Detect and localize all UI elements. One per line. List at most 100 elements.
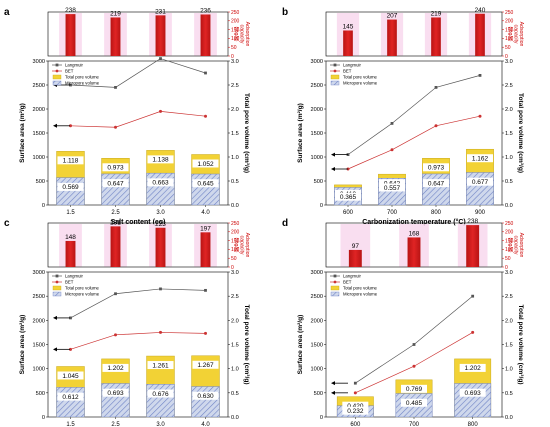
micropore-bar [454, 383, 492, 418]
right-tick-label: 0.5 [505, 391, 513, 397]
adsorption-tick-label: 150 [231, 27, 240, 33]
total-pore-value-label: 1.261 [152, 362, 169, 369]
left-tick-label: 2000 [311, 107, 323, 113]
adsorption-bar [343, 30, 353, 56]
micropore-label-bg [467, 177, 493, 186]
adsorption-axis-label: Adsorptioncapacity(mg/g) [507, 233, 524, 258]
micropore-value-label: 0.485 [406, 400, 423, 407]
total-pore-value-label: 1.267 [197, 362, 214, 369]
right-tick-label: 1.5 [231, 343, 239, 349]
left-axis-label: Surface area (m²/g) [297, 103, 304, 163]
right-axis-label: Total pore volume (cm³/g) [517, 304, 524, 384]
total-pore-label-bg [423, 163, 449, 172]
adsorption-tick-label: 200 [505, 230, 514, 236]
right-tick-label: 2.5 [505, 294, 513, 300]
adsorption-bar [348, 249, 362, 267]
x-tick-label: 3.0 [156, 422, 165, 427]
right-tick-label: 1.0 [231, 155, 239, 161]
micropore-bar [146, 384, 175, 418]
adsorption-bar [407, 237, 421, 267]
adsorption-value-label: 97 [352, 243, 360, 250]
adsorption-tick-label: 250 [505, 10, 514, 16]
adsorption-value-label: 231 [110, 219, 121, 226]
total-pore-value-label: 0.973 [107, 165, 124, 172]
bet-point [114, 333, 117, 337]
total-pore-label-bg [379, 179, 405, 188]
bet-point [69, 347, 72, 351]
total-pore-value-label: 1.052 [197, 161, 214, 168]
micropore-value-label: 0.232 [347, 408, 364, 415]
legend-langmuir-label: Langmuir [343, 274, 361, 279]
x-axis-label: Salt content (eq) [111, 219, 166, 226]
left-tick-label: 1000 [33, 155, 45, 161]
total-pore-label-bg [147, 155, 174, 164]
legend-micropore-swatch [52, 291, 62, 297]
left-tick-label: 0 [42, 415, 45, 421]
legend-bet-label: BET [343, 69, 352, 74]
adsorption-bar [155, 227, 166, 267]
bet-point [478, 114, 482, 118]
x-tick-label: 700 [409, 422, 420, 427]
legend-bet-label: BET [343, 280, 352, 285]
left-tick-label: 2500 [311, 294, 323, 300]
bet-point [114, 125, 117, 129]
x-tick-label: 700 [387, 210, 398, 216]
right-axis-label: Total pore volume (cm³/g) [243, 304, 250, 384]
right-tick-label: 3.0 [505, 270, 513, 276]
left-axis-arrow-head [331, 390, 335, 395]
legend-micropore-label: Micropore volume [65, 292, 100, 297]
micropore-bar [56, 387, 85, 418]
x-tick-label: 900 [475, 210, 486, 216]
bet-point [159, 330, 162, 334]
micropore-label-bg [57, 182, 84, 191]
legend-total-pore-label: Total pore volume [343, 286, 378, 291]
left-tick-label: 0 [320, 203, 323, 209]
left-axis-label: Surface area (m²/g) [297, 315, 304, 375]
micropore-label-bg [335, 192, 361, 201]
micropore-value-label: 0.693 [107, 390, 124, 397]
adsorption-bar [475, 13, 485, 56]
micropore-value-label: 0.647 [107, 180, 124, 187]
total-pore-label-bg [57, 156, 84, 165]
x-tick-label: 4.0 [201, 422, 210, 427]
left-axis-label: Surface area (m²/g) [19, 103, 26, 163]
total-pore-label-bg [192, 159, 219, 168]
right-tick-label: 1.5 [505, 131, 513, 137]
left-axis-arrow-head [53, 347, 57, 352]
total-pore-label-bg [342, 401, 369, 410]
micropore-value-label: 0.647 [428, 180, 445, 187]
adsorption-tick-label: 200 [231, 19, 240, 25]
total-pore-value-label: 0.769 [406, 386, 423, 393]
panel-label: b [282, 7, 288, 18]
legend-total-pore-label: Total pore volume [343, 75, 378, 80]
adsorption-tick-label: 200 [505, 19, 514, 25]
langmuir-point [204, 71, 207, 75]
adsorption-value-label: 238 [65, 7, 76, 14]
right-tick-label: 2.0 [231, 318, 239, 324]
adsorption-tick-label: 0 [505, 54, 508, 60]
x-tick-label: 800 [431, 210, 442, 216]
legend-micropore-swatch [52, 80, 62, 86]
legend-langmuir-marker [333, 63, 337, 67]
micropore-value-label: 0.365 [340, 194, 357, 201]
legend-langmuir-label: Langmuir [343, 63, 361, 68]
legend-total-pore-swatch [330, 74, 340, 80]
adsorption-frame [325, 11, 503, 57]
adsorption-value-label: 207 [387, 13, 398, 20]
left-tick-label: 1000 [33, 367, 45, 373]
adsorption-bar [65, 240, 76, 267]
adsorption-tick-label: 100 [505, 247, 514, 253]
bet-point [412, 364, 416, 368]
legend-total-pore-label: Total pore volume [65, 75, 100, 80]
adsorption-tick-label: 100 [231, 36, 240, 42]
adsorption-tick-label: 250 [231, 221, 240, 227]
adsorption-bar [200, 14, 211, 56]
micropore-bar [101, 173, 130, 206]
micropore-value-label: 0.557 [384, 185, 401, 192]
micropore-bar [146, 172, 175, 206]
right-tick-label: 0.0 [231, 415, 239, 421]
panel-label: a [4, 7, 10, 18]
x-tick-label: 4.0 [201, 210, 210, 216]
total-pore-label-bg [102, 363, 129, 372]
adsorption-tick-label: 50 [505, 256, 511, 262]
